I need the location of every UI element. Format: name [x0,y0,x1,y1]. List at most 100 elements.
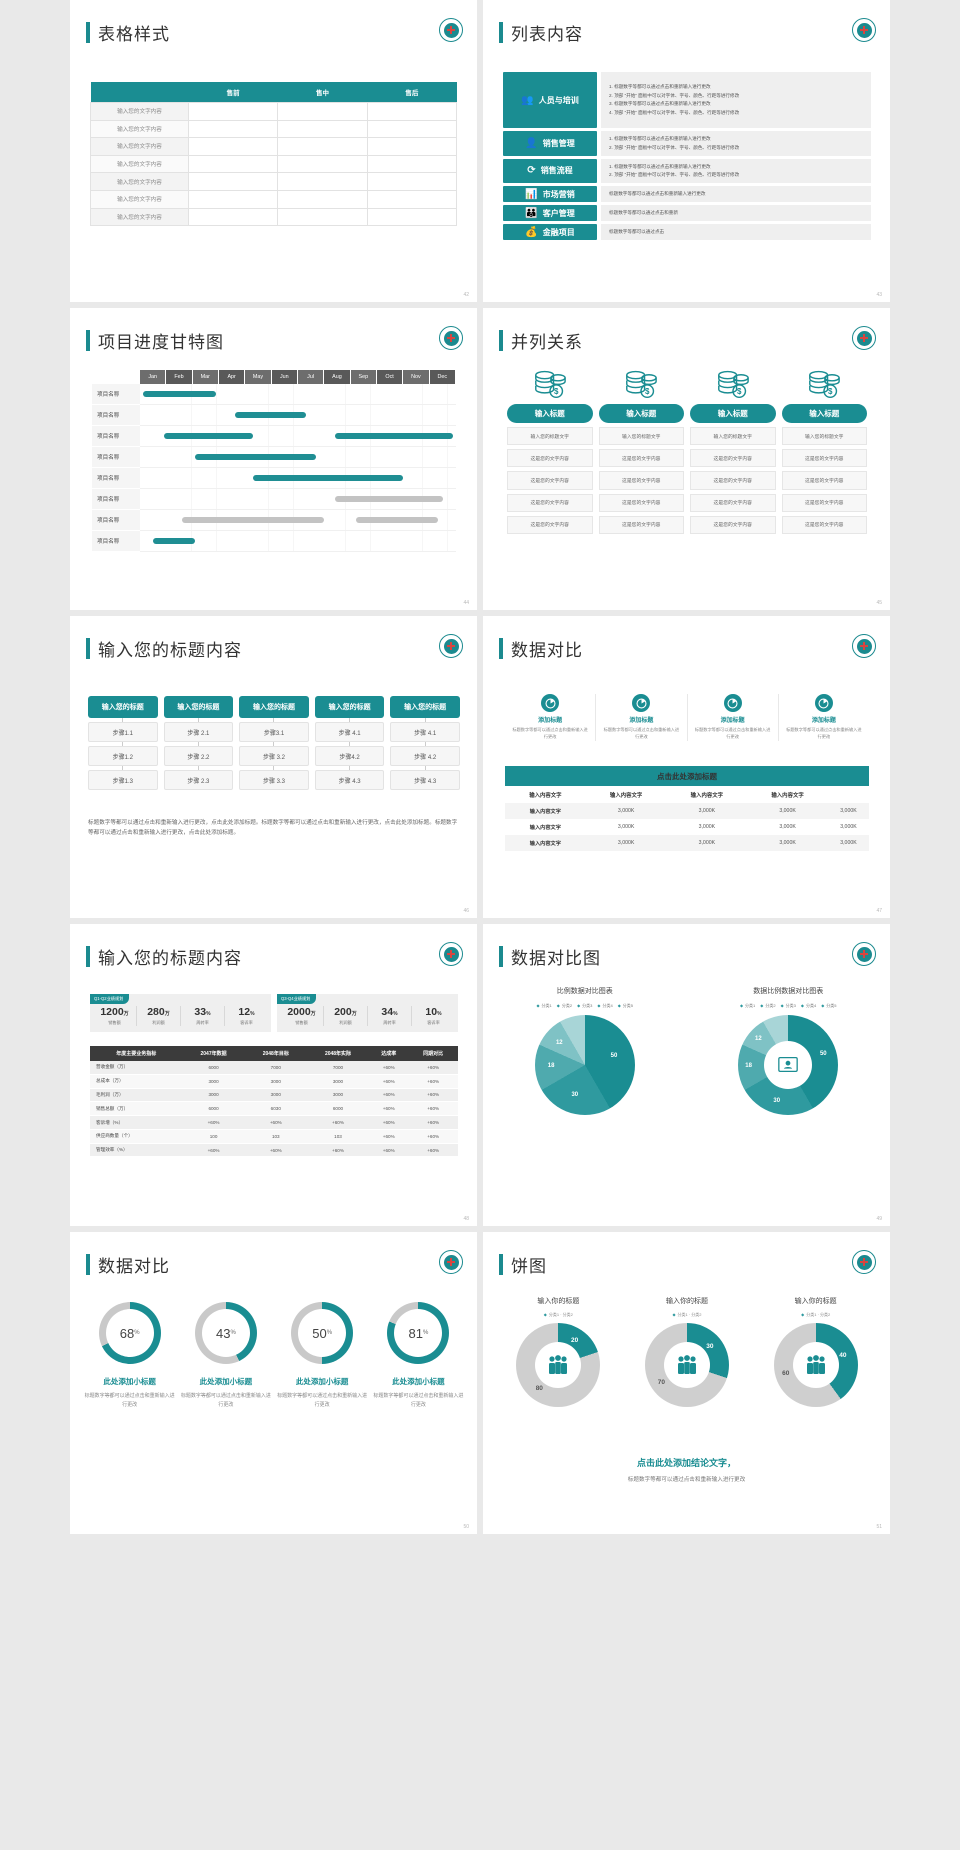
legend-item[interactable]: 分类5 [821,1003,836,1009]
gantt-bar[interactable] [334,433,454,440]
table-cell[interactable] [187,189,279,209]
list-item-tag[interactable]: ⟳ 销售流程 [503,158,597,183]
table-cell: +60% [369,1101,409,1117]
gantt-bar[interactable] [234,412,306,419]
legend-item[interactable]: 分类1 · 分类2 [544,1312,573,1317]
title-accent-bar [499,1254,503,1275]
step-connector [197,766,199,770]
list-item-tag[interactable]: 💰 金融项目 [503,224,597,240]
people-group-icon [806,1355,825,1374]
step-item[interactable]: 步骤 4.3 [390,770,460,790]
legend-item[interactable]: 分类5 [618,1003,633,1009]
table-cell[interactable] [366,137,458,156]
step-column-header[interactable]: 输入您的标题 [390,696,460,718]
table-cell[interactable] [187,102,279,121]
gantt-bar[interactable] [334,496,443,503]
step-item[interactable]: 步骤 4.1 [314,722,385,742]
list-item-tag[interactable]: 👪 客户管理 [503,205,597,221]
table-cell[interactable] [366,154,458,174]
gantt-bar[interactable] [253,475,404,482]
gantt-bar[interactable] [153,538,196,545]
legend-item[interactable]: 分类1 [536,1003,552,1009]
list-item-tag[interactable]: 👤 销售管理 [503,131,597,156]
legend-item[interactable]: 分类2 [557,1003,572,1009]
row-label: 输入您的文字内容 [90,119,189,139]
table-cell[interactable] [187,154,279,174]
step-column-header[interactable]: 输入您的标题 [163,696,234,718]
step-item[interactable]: 步骤 3.3 [239,770,309,790]
step-column-header[interactable]: 输入您的标题 [314,696,385,718]
legend-item[interactable]: 分类1 · 分类2 [801,1312,830,1317]
table-cell[interactable] [366,189,458,209]
table-cell[interactable] [277,207,368,227]
step-item[interactable]: 步骤 2.2 [163,746,234,766]
pie-body[interactable] [534,1015,635,1115]
table-row: 输入您的文字内容 [90,102,458,121]
table-cell[interactable] [277,137,368,156]
step-item[interactable]: 步骤3.1 [239,722,309,742]
table-cell[interactable] [277,119,368,139]
table-cell[interactable] [366,172,458,191]
step-item[interactable]: 步骤1.3 [88,770,158,790]
gantt-bar[interactable] [182,517,325,524]
list-item-body: 1. 标题数字等都可以通过点击和重新输入进行更改 2. 顶部 “开始” 面板中可以… [601,72,871,128]
step-connector [349,742,351,746]
table-cell[interactable] [187,137,279,156]
column-title-pill[interactable]: 输入标题 [507,404,593,423]
column-cell: 这是您的文字内容 [507,449,593,468]
progress-ring[interactable]: 81% [387,1302,450,1364]
table-cell[interactable] [187,207,279,227]
table-cell[interactable] [366,119,458,139]
step-item[interactable]: 步骤 2.1 [163,722,234,742]
progress-ring[interactable]: 50% [291,1302,354,1364]
table-row: 销售总额（万） 6000 6030 6000 +60% +60% [90,1101,458,1117]
table-cell[interactable] [277,102,368,121]
legend-item[interactable]: 分类1 · 分类2 [672,1312,701,1317]
table-cell[interactable] [187,119,279,139]
table-cell[interactable] [366,102,458,121]
progress-ring[interactable]: 43% [194,1302,257,1364]
list-line: 1. 标题数字等都可以通过点击和重新输入进行更改 [609,163,711,169]
column-title-pill[interactable]: 输入标题 [690,404,776,423]
table-cell[interactable] [277,154,368,174]
legend-item[interactable]: 分类2 [760,1003,775,1009]
legend-item[interactable]: 分类1 [740,1003,755,1009]
legend-item[interactable]: 分类3 [577,1003,592,1009]
column-title-pill[interactable]: 输入标题 [781,404,867,423]
slide-number: 47 [876,908,882,914]
legend-item[interactable]: 分类4 [597,1003,612,1009]
progress-ring[interactable]: 68% [98,1302,161,1364]
step-column-header[interactable]: 输入您的标题 [88,696,158,718]
table-cell[interactable] [187,172,279,191]
step-item[interactable]: 步骤4.2 [314,746,385,766]
table-cell[interactable] [277,189,368,209]
step-column-header[interactable]: 输入您的标题 [239,696,309,718]
gantt-bar[interactable] [163,433,254,440]
table-cell: 3,000K [779,824,796,830]
gantt-bar[interactable] [355,517,438,524]
step-item[interactable]: 步骤1.2 [88,746,158,766]
column-cell: 这是您的文字内容 [781,515,867,534]
step-item[interactable]: 步骤 2.3 [163,770,234,790]
gantt-bar[interactable] [195,454,317,461]
doughnut-hole [764,1041,813,1089]
title-accent-bar [86,946,90,967]
legend-item[interactable]: 分类3 [781,1003,796,1009]
step-connector [197,742,199,746]
step-item[interactable]: 步骤 4.2 [390,746,460,766]
gantt-row: 项目名称 [92,447,456,468]
table-cell[interactable] [277,172,368,191]
table-cell[interactable] [366,207,458,227]
column-title-pill[interactable]: 输入标题 [598,404,684,423]
pie-slice-label: 18 [745,1062,752,1069]
step-item[interactable]: 步骤1.1 [88,722,158,742]
step-item[interactable]: 步骤 3.2 [239,746,309,766]
step-connector [273,766,275,770]
doughnut-slice-label: 60 [782,1370,790,1378]
gantt-bar[interactable] [142,391,217,398]
step-item[interactable]: 步骤 4.3 [314,770,385,790]
list-item-tag[interactable]: 📊 市场营销 [503,186,597,202]
legend-item[interactable]: 分类4 [801,1003,816,1009]
list-item-tag[interactable]: 👥 人员与培训 [503,72,597,128]
step-item[interactable]: 步骤 4.1 [390,722,460,742]
